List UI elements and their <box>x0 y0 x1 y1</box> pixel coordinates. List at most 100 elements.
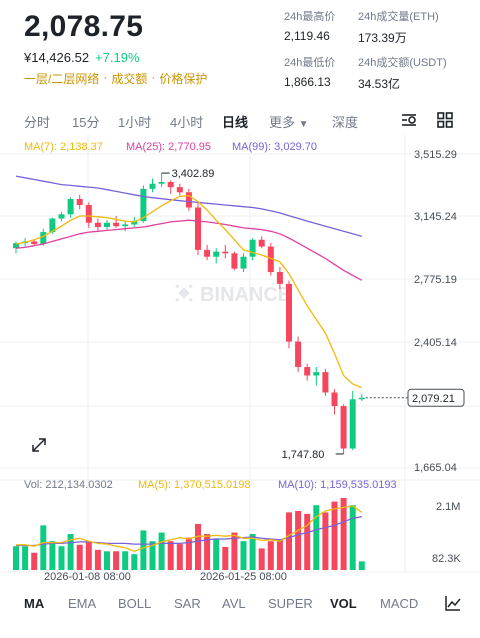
candle-body <box>85 204 92 223</box>
caret-down-icon: ▼ <box>298 119 309 130</box>
volume-bar <box>304 513 311 570</box>
volume-bar <box>322 512 329 570</box>
stat-label: 24h最高价 <box>284 11 336 23</box>
tag-layer[interactable]: 一层/二层网络 <box>24 72 100 86</box>
candle <box>149 178 156 193</box>
volume-bar <box>158 532 165 570</box>
ma7-line <box>15 194 363 389</box>
tab-daily[interactable]: 日线 <box>222 115 249 130</box>
tab-15m[interactable]: 15分 <box>72 115 100 130</box>
chart-tools-icon[interactable] <box>444 594 462 612</box>
tag-separator: · <box>151 70 156 84</box>
candle-body <box>176 187 183 193</box>
tab-depth[interactable]: 深度 <box>332 115 359 130</box>
indicator-tabs: MA EMA BOLL SAR AVL SUPER VOL MACD <box>0 590 480 618</box>
candle-body <box>276 271 283 284</box>
watermark-text: BINANCE <box>200 284 291 306</box>
candle <box>40 228 47 246</box>
change-percent: +7.19% <box>95 50 140 65</box>
vol-ma5-legend: MA(5): 1,370,515.0198 <box>138 479 251 491</box>
candle <box>31 239 38 246</box>
indicator-macd[interactable]: MACD <box>380 596 419 611</box>
current-price-text: 2,079.21 <box>412 393 455 405</box>
volume-ma-layer <box>16 505 363 552</box>
kline-chart[interactable]: MA(7): 2,138.37 MA(25): 2,770.95 MA(99):… <box>0 134 480 586</box>
candle-body <box>131 221 138 225</box>
volume-bar <box>340 498 347 570</box>
volume-bar <box>113 551 120 570</box>
candle-body <box>295 341 302 368</box>
candle <box>358 394 365 401</box>
candle <box>158 173 165 188</box>
binance-logo-icon <box>175 284 193 302</box>
grid-layout-icon[interactable] <box>436 111 454 129</box>
volume-bar <box>13 546 19 570</box>
indicator-avl[interactable]: AVL <box>222 596 246 611</box>
candle <box>322 368 329 396</box>
volume-bar <box>313 505 320 570</box>
price-axis-label: 3,145.24 <box>414 211 457 223</box>
candle-body <box>358 397 365 400</box>
volume-bar <box>104 551 110 570</box>
indicator-sar[interactable]: SAR <box>174 596 201 611</box>
tab-4h[interactable]: 4小时 <box>170 115 204 130</box>
candle <box>222 244 229 259</box>
ma25-line <box>15 219 363 281</box>
volume-bar <box>195 523 201 570</box>
volume-bar <box>286 512 292 570</box>
volume-legend: Vol: 212,134.0302 <box>24 479 113 491</box>
indicator-ema[interactable]: EMA <box>68 596 97 611</box>
candle <box>304 363 311 381</box>
candle-body <box>140 188 147 222</box>
candle-body <box>67 199 74 215</box>
candles-layer <box>13 173 365 454</box>
volume-bar <box>222 546 229 570</box>
volume-bar <box>94 549 101 570</box>
candle-body <box>331 392 338 407</box>
candle <box>213 248 220 264</box>
candle <box>94 218 101 231</box>
indicator-settings-icon[interactable] <box>400 111 418 129</box>
volume-bar <box>85 541 92 570</box>
indicator-boll[interactable]: BOLL <box>118 596 152 611</box>
volume-bar <box>131 554 138 570</box>
candle <box>313 367 320 386</box>
volume-bar <box>122 551 129 570</box>
tab-more[interactable]: 更多 ▼ <box>269 112 309 131</box>
candle <box>58 211 65 222</box>
tag-turnover[interactable]: 成交额 <box>111 72 148 86</box>
indicator-ma[interactable]: MA <box>24 596 45 611</box>
volume-bar <box>40 525 47 570</box>
candle <box>104 220 110 230</box>
tag-price-protect[interactable]: 价格保护 <box>159 72 208 86</box>
candle-body <box>158 182 165 184</box>
vol-ma10-line <box>16 516 362 547</box>
volume-bar <box>49 541 56 570</box>
candle <box>185 188 192 211</box>
volume-bar <box>267 541 274 570</box>
candle-body <box>204 249 211 257</box>
current-price-tag[interactable] <box>407 388 465 407</box>
candle <box>286 280 292 349</box>
date-axis-label: 2026-01-25 08:00 <box>200 571 287 583</box>
candle-body <box>104 222 110 228</box>
expand-icon[interactable] <box>32 438 46 452</box>
candle <box>176 183 183 196</box>
candle <box>67 197 74 218</box>
tab-1h[interactable]: 1小时 <box>118 115 152 130</box>
volume-bar <box>204 534 211 570</box>
volume-bar <box>349 505 356 570</box>
tab-time-sharing[interactable]: 分时 <box>24 115 51 130</box>
ma7-legend: MA(7): 2,138.37 <box>24 141 103 153</box>
candle-body <box>185 192 192 208</box>
tab-more-label: 更多 <box>269 115 296 130</box>
stat-value: 173.39万 <box>358 31 407 45</box>
candle <box>231 251 238 271</box>
vol-ma5-line <box>16 505 363 552</box>
candle <box>204 244 211 261</box>
interval-tabs: 分时 15分 1小时 4小时 日线 更多 ▼ 深度 <box>0 108 480 132</box>
stat-24h-volume-usdt: 24h成交额(USDT) 34.53亿 <box>358 54 447 92</box>
indicator-vol[interactable]: VOL <box>330 596 357 611</box>
vol-ma10-legend: MA(10): 1,159,535.0193 <box>278 479 397 491</box>
indicator-super[interactable]: SUPER <box>268 596 313 611</box>
